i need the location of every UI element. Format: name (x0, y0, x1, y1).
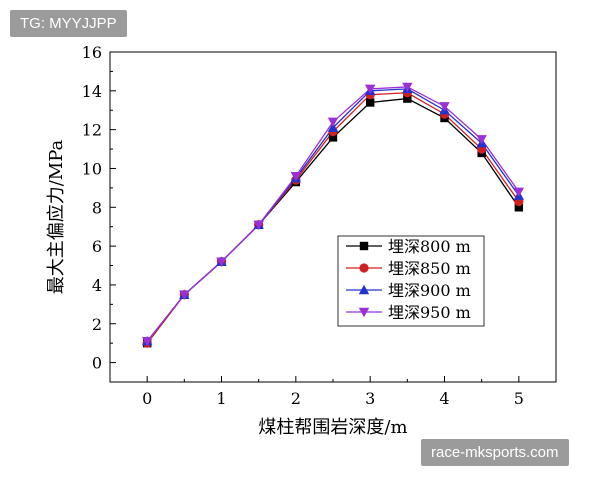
x-tick-label: 2 (291, 389, 301, 408)
legend: 埋深800 m 埋深850 m 埋深900 m 埋深950 m (337, 235, 485, 327)
y-tick-label: 10 (82, 159, 102, 178)
y-tick-label: 14 (82, 82, 102, 101)
legend-marker (359, 263, 369, 273)
data-point-s3 (179, 290, 190, 300)
y-tick-label: 4 (92, 276, 102, 295)
legend-marker (358, 307, 370, 318)
x-tick-label: 3 (365, 389, 375, 408)
data-point-s3 (216, 257, 227, 267)
legend-marker (358, 284, 370, 295)
data-point-s3 (253, 220, 264, 230)
data-point-s2 (327, 122, 339, 132)
x-tick-label: 4 (439, 389, 449, 408)
y-tick-label: 8 (92, 198, 102, 217)
data-point-s0 (328, 133, 338, 142)
data-point-s3 (327, 117, 339, 128)
x-tick-label: 5 (514, 389, 524, 408)
data-point-s3 (402, 82, 413, 93)
data-point-s0 (365, 98, 375, 107)
data-point-s3 (476, 135, 487, 145)
x-axis-label: 煤柱帮围岩深度/m (258, 417, 407, 438)
x-tick-label: 0 (142, 389, 152, 408)
y-tick-label: 12 (82, 121, 102, 140)
data-point-s3 (141, 337, 153, 347)
y-tick-label: 6 (92, 237, 102, 256)
x-tick-label: 1 (216, 389, 226, 408)
data-point-s0 (403, 94, 412, 103)
y-tick-label: 0 (92, 354, 102, 373)
y-tick-label: 16 (82, 43, 102, 62)
legend-label: 埋深900 m (388, 281, 471, 300)
data-point-s3 (290, 172, 302, 182)
legend-box (337, 235, 485, 327)
legend-label: 埋深950 m (388, 303, 471, 322)
legend-label: 埋深800 m (388, 237, 471, 256)
data-point-s3 (513, 187, 525, 197)
plot-frame (109, 51, 557, 383)
watermark-bottom: race-mksports.com (421, 439, 569, 466)
legend-label: 埋深850 m (388, 259, 471, 278)
watermark-top: TG: MYYJJPP (10, 10, 127, 37)
y-axis-label: 最大主偏应力/MPa (46, 139, 67, 294)
y-tick-label: 2 (92, 315, 102, 334)
data-point-s3 (364, 84, 376, 95)
data-point-s0 (514, 203, 524, 212)
legend-marker (359, 241, 369, 251)
data-point-s3 (439, 102, 450, 112)
